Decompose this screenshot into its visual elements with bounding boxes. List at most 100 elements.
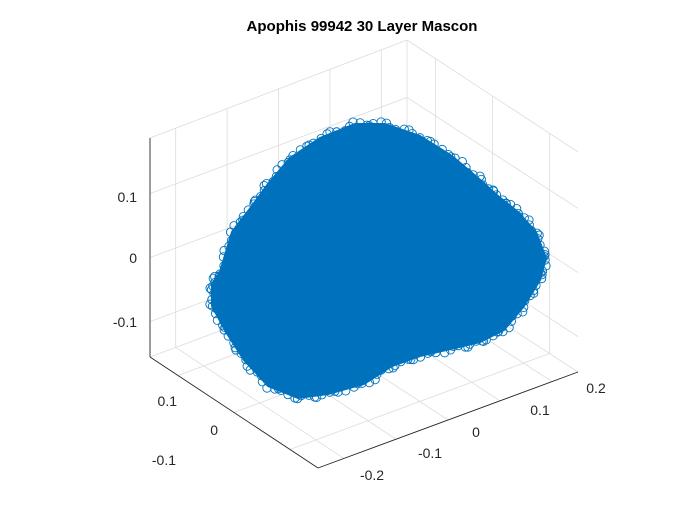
data-point <box>207 301 218 311</box>
data-point <box>241 355 251 365</box>
y-tick-label: -0.1 <box>152 452 176 468</box>
data-point <box>384 364 394 374</box>
data-point <box>525 290 535 301</box>
data-point <box>210 271 220 282</box>
data-point <box>364 377 375 388</box>
data-point <box>540 249 550 260</box>
data-point <box>212 315 223 325</box>
z-tick-label: 0 <box>129 250 137 266</box>
data-point <box>376 117 386 127</box>
data-point <box>533 234 543 244</box>
data-point <box>463 342 473 352</box>
data-point <box>238 211 249 222</box>
data-point <box>511 203 522 214</box>
data-point <box>429 139 439 149</box>
data-point <box>388 363 398 373</box>
data-point <box>219 261 229 271</box>
data-point <box>218 320 228 330</box>
data-point <box>249 196 260 207</box>
data-point <box>507 311 517 321</box>
data-point <box>519 302 529 312</box>
x-tick-label: -0.1 <box>418 445 442 461</box>
data-point <box>270 384 280 394</box>
data-point <box>257 377 268 387</box>
data-point <box>437 144 447 155</box>
data-point <box>423 348 433 358</box>
data-point <box>348 117 358 127</box>
data-point <box>399 124 409 134</box>
x-tick-label: -0.2 <box>360 467 384 483</box>
data-point <box>518 307 528 317</box>
data-point <box>349 382 359 392</box>
y-tick-label: 0 <box>210 422 218 438</box>
data-point <box>498 326 508 337</box>
data-point <box>243 205 254 215</box>
data-point <box>357 378 367 388</box>
tick-labels: -0.1 0 0.1 -0.1 0 0.1 -0.2 -0.1 0 0.1 0.2 <box>113 189 606 483</box>
y-axis <box>149 356 319 469</box>
data-point <box>252 367 262 377</box>
data-point <box>276 385 286 395</box>
axes <box>149 138 579 469</box>
data-point <box>384 122 394 133</box>
data-point <box>259 185 270 196</box>
data-point <box>453 340 463 351</box>
data-point <box>208 273 218 283</box>
data-point <box>498 195 508 205</box>
data-point <box>218 252 229 262</box>
data-point <box>537 266 548 276</box>
data-point <box>236 348 246 358</box>
data-point <box>541 261 551 271</box>
data-point <box>513 208 523 219</box>
data-point <box>537 269 547 280</box>
data-point <box>283 157 293 168</box>
data-point <box>512 309 522 319</box>
data-point <box>309 392 320 402</box>
data-point <box>465 339 475 349</box>
data-point <box>261 179 272 189</box>
data-point <box>526 225 536 236</box>
data-point <box>205 283 215 293</box>
data-point <box>259 181 269 191</box>
data-point <box>370 374 380 385</box>
data-point <box>519 213 529 223</box>
data-point <box>325 127 335 137</box>
data-point <box>520 295 530 306</box>
data-point <box>539 251 549 262</box>
data-point <box>460 342 470 352</box>
data-point <box>271 171 282 182</box>
data-point <box>461 162 471 173</box>
data-point <box>483 184 494 194</box>
data-point <box>540 255 550 265</box>
x-tick-label: 0.1 <box>530 402 550 418</box>
data-point <box>355 118 365 128</box>
data-point <box>408 354 418 365</box>
grid-line <box>149 97 408 194</box>
data-point <box>514 212 524 222</box>
data-point <box>205 299 215 309</box>
z-tick-label: -0.1 <box>113 314 137 330</box>
data-point <box>238 215 248 225</box>
data-point <box>448 341 458 351</box>
data-point <box>415 352 426 362</box>
data-point <box>273 383 284 394</box>
data-point <box>268 176 278 187</box>
data-point <box>242 361 252 371</box>
z-tick-label: 0.1 <box>118 189 138 205</box>
data-point <box>322 129 332 139</box>
data-point <box>317 390 327 400</box>
grid-line <box>289 353 550 450</box>
data-point <box>229 338 239 348</box>
data-point <box>288 150 298 161</box>
data-point <box>471 336 481 346</box>
data-point <box>403 354 413 364</box>
data-point <box>535 240 545 250</box>
data-point <box>481 335 491 345</box>
data-point <box>407 129 417 139</box>
data-point <box>491 190 502 200</box>
data-point <box>406 354 416 365</box>
data-point <box>372 369 382 379</box>
data-point <box>506 316 517 326</box>
x-tick-label: 0.2 <box>586 380 606 396</box>
